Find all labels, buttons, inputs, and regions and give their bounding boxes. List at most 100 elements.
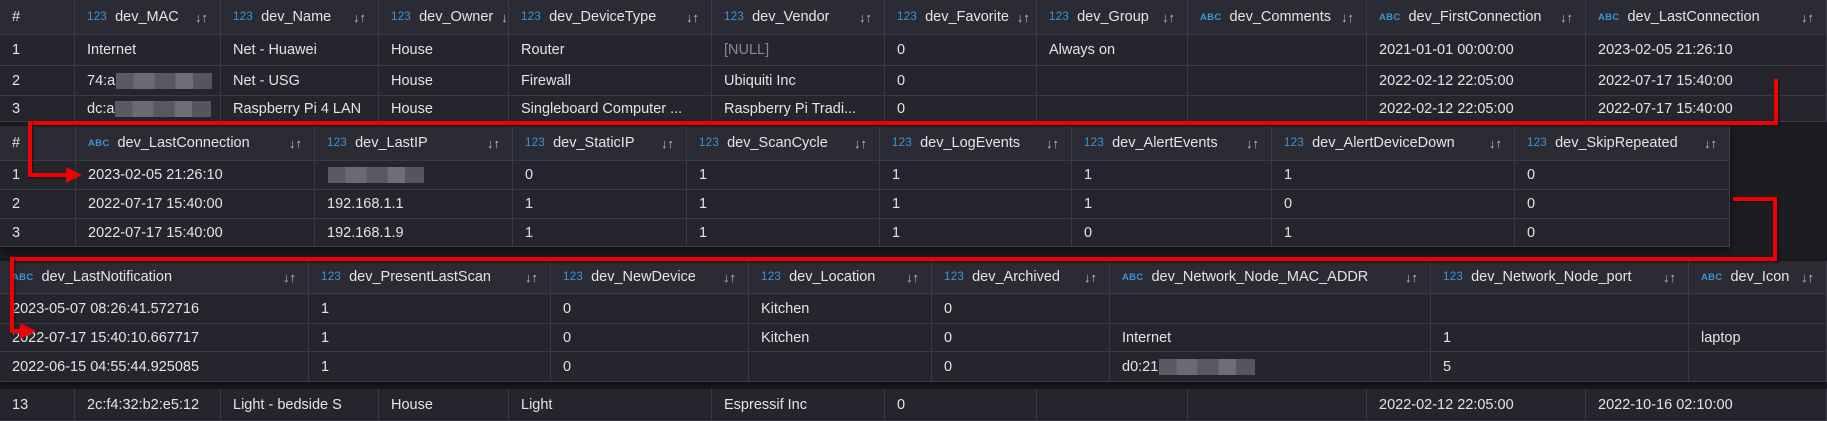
column-header-dev-owner[interactable]: 123 dev_Owner ↓↑ (379, 0, 509, 35)
sort-icon[interactable]: ↓↑ (1663, 269, 1676, 285)
table-cell[interactable]: 1 (513, 190, 687, 219)
table-cell[interactable]: 0 (885, 389, 1037, 421)
table-cell[interactable] (1188, 35, 1367, 66)
sort-icon[interactable]: ↓↑ (1801, 269, 1814, 285)
table-cell[interactable]: 0 (551, 294, 749, 324)
column-header-dev-icon[interactable]: ABC dev_Icon ↓↑ (1689, 261, 1827, 294)
table-cell[interactable] (1037, 96, 1188, 122)
table-cell[interactable]: Ubiquiti Inc (712, 66, 885, 96)
table-cell[interactable]: laptop (1689, 324, 1827, 352)
table-cell[interactable] (1188, 66, 1367, 96)
table-cell[interactable]: Always on (1037, 35, 1188, 66)
column-header-dev-comments[interactable]: ABC dev_Comments ↓↑ (1188, 0, 1367, 35)
column-header-dev-staticip[interactable]: 123 dev_StaticIP ↓↑ (513, 126, 687, 161)
table-cell[interactable]: 2022-06-15 04:55:44.925085 (0, 352, 309, 382)
sort-icon[interactable]: ↓↑ (859, 9, 872, 25)
sort-icon[interactable]: ↓↑ (1489, 135, 1502, 151)
table-cell[interactable]: 1 (309, 324, 551, 352)
column-header-dev-group[interactable]: 123 dev_Group ↓↑ (1037, 0, 1188, 35)
table-cell[interactable]: 2c:f4:32:b2:e5:12 (75, 389, 221, 421)
table-cell[interactable]: 2023-02-05 21:26:10 (1586, 35, 1827, 66)
table-row[interactable]: 1 2023-02-05 21:26:10 0 1 1 1 1 0 (0, 161, 1730, 190)
column-header-dev-lastconnection[interactable]: ABC dev_LastConnection ↓↑ (1586, 0, 1827, 35)
column-header-dev-logevents[interactable]: 123 dev_LogEvents ↓↑ (880, 126, 1072, 161)
table-cell[interactable]: Router (509, 35, 712, 66)
table-cell[interactable] (1110, 294, 1431, 324)
table-cell[interactable]: 1 (513, 219, 687, 247)
table-cell[interactable]: 74:a (75, 66, 221, 96)
table-cell[interactable]: 2022-07-17 15:40:00 (1586, 96, 1827, 122)
column-header-dev-vendor[interactable]: 123 dev_Vendor ↓↑ (712, 0, 885, 35)
table-cell[interactable]: House (379, 66, 509, 96)
table-cell[interactable]: 0 (1272, 190, 1515, 219)
table-cell[interactable]: 0 (932, 294, 1110, 324)
sort-icon[interactable]: ↓↑ (854, 135, 867, 151)
column-header-dev-presentlastscan[interactable]: 123 dev_PresentLastScan ↓↑ (309, 261, 551, 294)
sort-icon[interactable]: ↓↑ (501, 9, 508, 25)
sort-icon[interactable]: ↓↑ (353, 9, 366, 25)
sort-icon[interactable]: ↓↑ (487, 135, 500, 151)
table-cell[interactable] (1431, 294, 1689, 324)
table-cell[interactable]: Net - USG (221, 66, 379, 96)
sort-icon[interactable]: ↓↑ (525, 269, 538, 285)
column-header-dev-newdevice[interactable]: 123 dev_NewDevice ↓↑ (551, 261, 749, 294)
sort-icon[interactable]: ↓↑ (1162, 9, 1175, 25)
table-cell[interactable]: 0 (885, 66, 1037, 96)
table-cell[interactable]: 1 (1072, 190, 1272, 219)
table-cell[interactable]: 0 (885, 96, 1037, 122)
table-row[interactable]: 3 dc:a Raspberry Pi 4 LAN House Singleboard … (0, 96, 1827, 122)
table-row[interactable]: 2023-05-07 08:26:41.572716 1 0 Kitchen 0 (0, 294, 1827, 324)
table-cell[interactable]: 2022-07-17 15:40:10.667717 (0, 324, 309, 352)
column-header-dev-network-node-port[interactable]: 123 dev_Network_Node_port ↓↑ (1431, 261, 1689, 294)
column-header-dev-lastip[interactable]: 123 dev_LastIP ↓↑ (315, 126, 513, 161)
table-cell[interactable]: 2022-07-17 15:40:00 (76, 190, 315, 219)
column-header-dev-devicetype[interactable]: 123 dev_DeviceType ↓↑ (509, 0, 712, 35)
table-cell[interactable]: 1 (1272, 219, 1515, 247)
table-row[interactable]: 1 Internet Net - Huawei House Router [NULL] 0 A… (0, 35, 1827, 66)
table-cell[interactable] (1689, 294, 1827, 324)
table-cell[interactable]: 0 (1515, 219, 1730, 247)
column-header-dev-alertevents[interactable]: 123 dev_AlertEvents ↓↑ (1072, 126, 1272, 161)
table-cell[interactable] (1037, 389, 1188, 421)
table-cell[interactable]: Internet (1110, 324, 1431, 352)
sort-icon[interactable]: ↓↑ (1046, 135, 1059, 151)
table-cell[interactable]: 2023-02-05 21:26:10 (76, 161, 315, 190)
table-cell[interactable]: 2022-02-12 22:05:00 (1367, 66, 1586, 96)
table-cell[interactable]: 1 (1072, 161, 1272, 190)
table-cell[interactable]: 2022-02-12 22:05:00 (1367, 96, 1586, 122)
table-cell[interactable]: 1 (880, 219, 1072, 247)
table-cell[interactable]: 0 (932, 324, 1110, 352)
column-header-dev-skiprepeated[interactable]: 123 dev_SkipRepeated ↓↑ (1515, 126, 1730, 161)
sort-icon[interactable]: ↓↑ (289, 135, 302, 151)
column-header-dev-lastnotification[interactable]: ABC dev_LastNotification ↓↑ (0, 261, 309, 294)
table-cell[interactable]: Net - Huawei (221, 35, 379, 66)
column-header-dev-favorite[interactable]: 123 dev_Favorite ↓↑ (885, 0, 1037, 35)
sort-icon[interactable]: ↓↑ (1341, 9, 1354, 25)
table-cell[interactable]: Light - bedside S (221, 389, 379, 421)
table-cell[interactable]: 0 (1072, 219, 1272, 247)
sort-icon[interactable]: ↓↑ (723, 269, 736, 285)
table-cell[interactable]: 0 (1515, 190, 1730, 219)
column-header-dev-mac[interactable]: 123 dev_MAC ↓↑ (75, 0, 221, 35)
table-cell[interactable]: 0 (551, 352, 749, 382)
table-cell[interactable] (1188, 96, 1367, 122)
column-header-dev-lastconnection[interactable]: ABC dev_LastConnection ↓↑ (76, 126, 315, 161)
sort-icon[interactable]: ↓↑ (1016, 9, 1030, 25)
table-cell[interactable]: 1 (1431, 324, 1689, 352)
table-cell[interactable]: 2021-01-01 00:00:00 (1367, 35, 1586, 66)
sort-icon[interactable]: ↓↑ (1560, 9, 1573, 25)
table-cell[interactable]: Kitchen (749, 294, 932, 324)
table-row[interactable]: 13 2c:f4:32:b2:e5:12 Light - bedside S Hous… (0, 389, 1827, 421)
table-cell[interactable]: 192.168.1.9 (315, 219, 513, 247)
table-cell[interactable] (1689, 352, 1827, 382)
table-cell[interactable]: 1 (1272, 161, 1515, 190)
column-header-dev-location[interactable]: 123 dev_Location ↓↑ (749, 261, 932, 294)
column-header-dev-firstconnection[interactable]: ABC dev_FirstConnection ↓↑ (1367, 0, 1586, 35)
sort-icon[interactable]: ↓↑ (1246, 135, 1259, 151)
table-cell[interactable]: 0 (551, 324, 749, 352)
table-cell[interactable]: 192.168.1.1 (315, 190, 513, 219)
sort-icon[interactable]: ↓↑ (195, 9, 208, 25)
table-cell[interactable]: 2022-07-17 15:40:00 (1586, 66, 1827, 96)
table-cell[interactable]: Espressif Inc (712, 389, 885, 421)
table-cell[interactable] (749, 352, 932, 382)
